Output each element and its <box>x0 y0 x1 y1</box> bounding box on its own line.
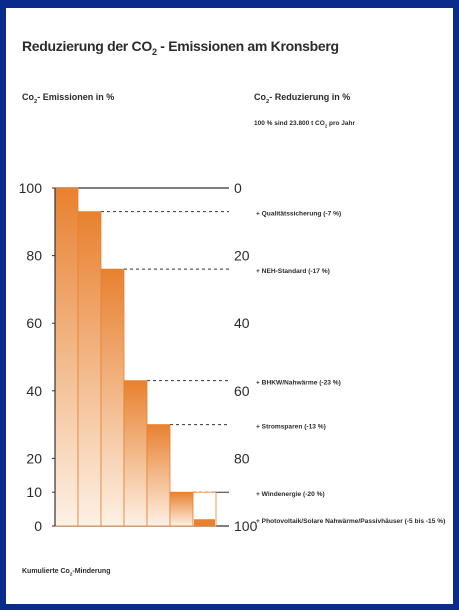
measure-label: + Qualitätssicherung (-7 %) <box>256 211 341 218</box>
measure-label: + Stromsparen (-13 %) <box>256 424 326 431</box>
left-tick-label: 100 <box>19 180 43 196</box>
slide-frame: Reduzierung der CO2 - Emissionen am Kron… <box>6 8 453 604</box>
left-tick-label: 40 <box>26 383 42 399</box>
right-tick-label: 20 <box>234 248 250 264</box>
bar <box>123 380 148 527</box>
bar <box>194 519 215 526</box>
left-tick-label: 20 <box>26 450 42 466</box>
baseline-note: 100 % sind 23.800 t CO2 pro Jahr <box>254 120 355 129</box>
chart-title: Reduzierung der CO2 - Emissionen am Kron… <box>22 38 339 57</box>
right-tick-label: 80 <box>234 450 250 466</box>
bar <box>100 268 125 527</box>
bar <box>146 424 171 527</box>
measure-label: + NEH-Standard (-17 %) <box>256 268 330 275</box>
left-axis-header: Co2- Emissionen in % <box>22 92 115 105</box>
measure-label: + Windenergie (-20 %) <box>256 491 325 498</box>
right-axis-header: Co2- Reduzierung in % <box>254 92 351 105</box>
measure-label: + BHKW/Nahwärme (-23 %) <box>256 380 341 387</box>
right-tick-label: 100 <box>234 518 258 534</box>
right-tick-label: 0 <box>234 180 242 196</box>
bar <box>77 211 102 527</box>
left-tick-label: 0 <box>34 518 42 534</box>
chart-canvas: 0 10 20 40 60 80 100 0 20 40 60 80 100 + Qualitätssi… <box>19 180 446 534</box>
right-tick-label: 40 <box>234 315 250 331</box>
chart-footer: Kumulierte Co2-Minderung <box>22 568 111 577</box>
left-tick-label: 80 <box>26 248 42 264</box>
left-tick-label: 10 <box>26 484 42 500</box>
bar <box>169 491 194 527</box>
bar <box>54 187 79 527</box>
right-tick-label: 60 <box>234 383 250 399</box>
left-tick-label: 60 <box>26 315 42 331</box>
measure-label: + Photovoltaik/Solare Nahwärme/Passivhäu… <box>256 518 445 525</box>
